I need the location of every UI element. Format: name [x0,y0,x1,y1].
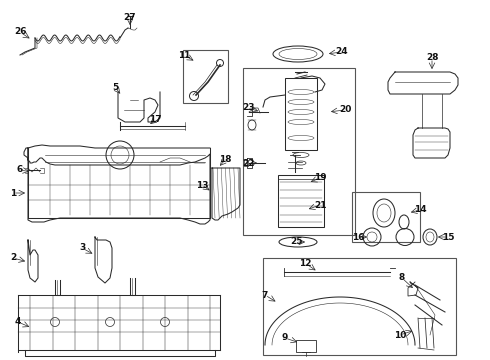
Text: 8: 8 [399,274,405,283]
Bar [243,68,355,235]
Bar [183,50,228,103]
Text: 2: 2 [10,253,16,262]
Text: 6: 6 [17,166,23,175]
Text: 14: 14 [414,206,426,215]
Text: 17: 17 [148,116,161,125]
Text: 25: 25 [290,238,302,247]
Text: 21: 21 [314,201,326,210]
Text: 20: 20 [339,105,351,114]
Text: 12: 12 [299,258,311,267]
Text: 26: 26 [14,27,26,36]
Text: 28: 28 [426,54,438,63]
Text: 18: 18 [219,156,231,165]
Bar [278,175,324,227]
Bar [352,192,420,242]
Text: 7: 7 [262,291,268,300]
Text: 22: 22 [242,158,254,167]
Text: 1: 1 [10,189,16,198]
Text: 27: 27 [123,13,136,22]
Text: 24: 24 [336,48,348,57]
Text: 11: 11 [178,50,190,59]
Text: 13: 13 [196,180,208,189]
Text: 23: 23 [242,104,254,112]
Text: 9: 9 [282,333,288,342]
Text: 4: 4 [15,318,21,327]
Bar [296,340,316,352]
Bar [285,78,317,150]
Text: 16: 16 [352,233,364,242]
Text: 19: 19 [314,174,326,183]
Text: 3: 3 [79,243,85,252]
Text: 10: 10 [394,330,406,339]
Bar [263,258,456,355]
Text: 15: 15 [442,233,454,242]
Text: 5: 5 [112,82,118,91]
